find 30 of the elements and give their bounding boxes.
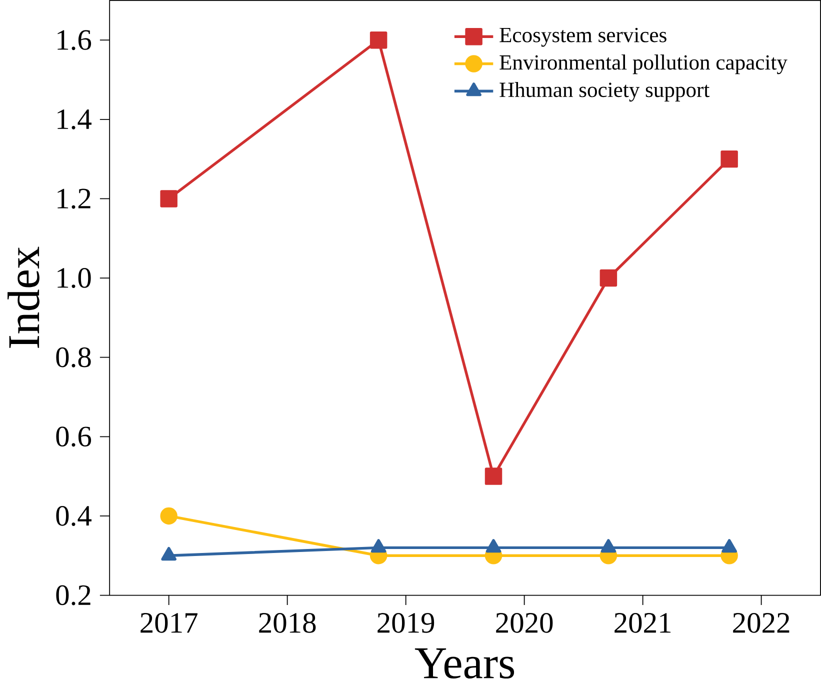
- y-tick-label: 0.4: [56, 506, 92, 526]
- x-axis-title: Years: [414, 648, 514, 678]
- y-tick-label: 1.4: [58, 109, 92, 130]
- legend-label: Hhuman society support: [500, 82, 710, 102]
- point: [370, 539, 386, 553]
- x-tick-label: 2021: [614, 612, 671, 633]
- point: [484, 468, 502, 485]
- point: [160, 507, 178, 525]
- legend-label: Environmental pollution capacity: [500, 54, 788, 74]
- point: [160, 190, 178, 208]
- y-tick-label: 0.2: [56, 585, 90, 606]
- point: [370, 31, 388, 49]
- y-tick-label: 0.8: [56, 347, 91, 368]
- point: [722, 539, 737, 553]
- y-tick-label: 1.6: [58, 30, 92, 50]
- x-tick-label: 2022: [733, 612, 790, 633]
- x-tick-label: 2017: [140, 612, 198, 633]
- point: [161, 546, 176, 561]
- y-tick-label: 1.0: [58, 268, 91, 288]
- y-tick-label: 0.6: [56, 426, 92, 447]
- point: [600, 539, 616, 553]
- point: [486, 539, 502, 553]
- point: [600, 269, 618, 287]
- legend-label: Ecosystem services: [500, 28, 666, 47]
- y-tick-label: 1.2: [58, 188, 90, 209]
- point: [720, 150, 738, 168]
- x-tick-label: 2019: [378, 612, 434, 633]
- y-axis-title: Index: [8, 246, 40, 348]
- x-tick-label: 2020: [496, 612, 553, 633]
- x-tick-label: 2018: [259, 612, 316, 633]
